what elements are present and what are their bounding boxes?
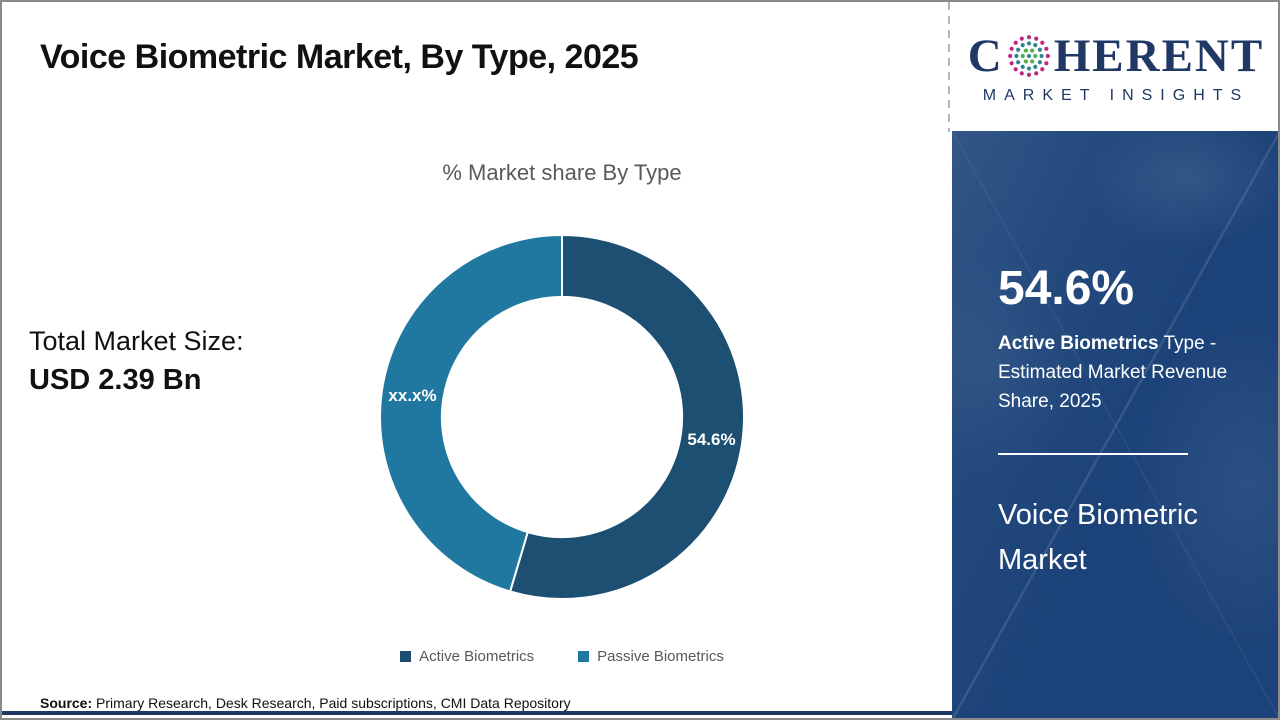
dotted-globe-icon (1007, 34, 1050, 77)
stat-description-rest: Type - Estimated Market Revenue Share, 2… (998, 333, 1228, 412)
source-line: Source: Primary Research, Desk Research,… (40, 695, 571, 711)
bottom-accent-bar (2, 711, 1278, 715)
donut-slice-1 (508, 233, 745, 600)
brand-logo-subtitle: MARKET INSIGHTS (982, 86, 1250, 104)
logo-letters-herent: HERENT (1053, 29, 1265, 82)
source-text: Primary Research, Desk Research, Paid su… (92, 695, 571, 711)
brand-logo-wordmark: C (968, 29, 1264, 83)
source-label: Source: (40, 695, 93, 711)
dashed-divider (948, 2, 950, 132)
legend-item-2: Passive Biometrics (578, 648, 724, 665)
total-market-size: Total Market Size: USD 2.39 Bn (29, 322, 244, 400)
donut-slice-2 (379, 233, 563, 593)
legend-label: Passive Biometrics (597, 648, 724, 665)
chart-title: % Market share By Type (442, 160, 682, 185)
brand-logo: C (952, 2, 1278, 131)
donut-chart: 54.6% xx.x% (379, 233, 745, 600)
slice-label-2: xx.x% (388, 386, 436, 405)
chart-block: % Market share By Type (312, 160, 812, 186)
legend-swatch-icon (400, 651, 412, 662)
total-market-size-value: USD 2.39 Bn (29, 364, 202, 396)
total-market-size-label: Total Market Size: (29, 326, 244, 356)
panel-divider (998, 453, 1188, 455)
stat-description-bold: Active Biometrics (998, 333, 1159, 354)
legend-label: Active Biometrics (419, 648, 535, 665)
stat-description: Active Biometrics Type - Estimated Marke… (998, 329, 1246, 416)
sidebar-panel: 54.6% Active Biometrics Type - Estimated… (952, 131, 1278, 718)
legend-swatch-icon (578, 651, 590, 662)
stat-value: 54.6% (998, 262, 1135, 315)
page-title: Voice Biometric Market, By Type, 2025 (40, 38, 639, 76)
legend-item-1: Active Biometrics (400, 648, 534, 665)
logo-letter-c: C (967, 29, 1004, 82)
chart-legend: Active Biometrics Passive Biometrics (312, 648, 812, 665)
slice-label-1: 54.6% (687, 430, 735, 449)
panel-title: Voice Biometric Market (998, 499, 1198, 576)
